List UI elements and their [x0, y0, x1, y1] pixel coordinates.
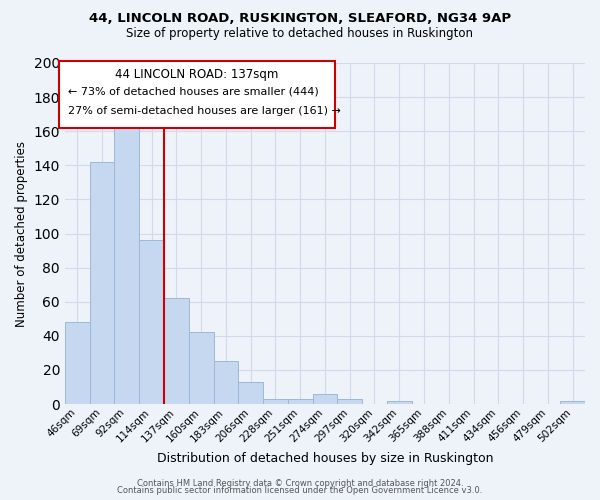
Text: Contains public sector information licensed under the Open Government Licence v3: Contains public sector information licen…	[118, 486, 482, 495]
Bar	[560, 400, 585, 404]
Bar	[189, 332, 214, 404]
X-axis label: Distribution of detached houses by size in Ruskington: Distribution of detached houses by size …	[157, 452, 493, 465]
Text: 44, LINCOLN ROAD, RUSKINGTON, SLEAFORD, NG34 9AP: 44, LINCOLN ROAD, RUSKINGTON, SLEAFORD, …	[89, 12, 511, 26]
Bar	[214, 362, 238, 404]
Bar	[313, 394, 337, 404]
Text: Size of property relative to detached houses in Ruskington: Size of property relative to detached ho…	[127, 28, 473, 40]
Bar	[164, 298, 189, 404]
Text: Contains HM Land Registry data © Crown copyright and database right 2024.: Contains HM Land Registry data © Crown c…	[137, 478, 463, 488]
Bar	[139, 240, 164, 404]
Bar	[263, 399, 288, 404]
Bar	[387, 400, 412, 404]
Y-axis label: Number of detached properties: Number of detached properties	[15, 140, 28, 326]
Bar	[89, 162, 115, 404]
Text: 44 LINCOLN ROAD: 137sqm: 44 LINCOLN ROAD: 137sqm	[115, 68, 279, 81]
Text: ← 73% of detached houses are smaller (444): ← 73% of detached houses are smaller (44…	[68, 87, 319, 97]
Bar	[288, 399, 313, 404]
Text: 27% of semi-detached houses are larger (161) →: 27% of semi-detached houses are larger (…	[68, 106, 341, 116]
Bar	[65, 322, 89, 404]
Bar	[238, 382, 263, 404]
Bar	[337, 399, 362, 404]
Bar	[115, 126, 139, 404]
